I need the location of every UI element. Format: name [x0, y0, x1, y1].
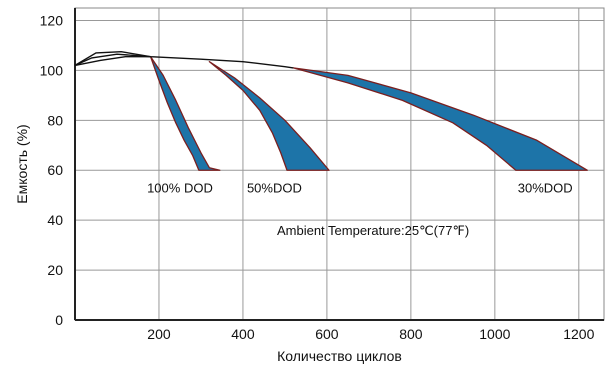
dod-band-2: [292, 67, 588, 171]
temperature-annotation: Ambient Temperature:25℃(77℉): [277, 223, 469, 238]
x-axis-title: Количество циклов: [277, 348, 402, 364]
series-label: 100% DOD: [147, 181, 213, 196]
dod-band-0: [149, 56, 221, 171]
x-tick-label: 800: [399, 326, 423, 342]
y-tick-label: 60: [47, 162, 63, 178]
dod-band-1: [208, 61, 330, 171]
x-tick-label: 600: [315, 326, 339, 342]
initial-capacity-curve: [74, 55, 151, 67]
y-tick-label: 0: [55, 312, 63, 328]
series-label: 30%DOD: [518, 181, 573, 196]
initial-capacity-curve: [74, 53, 294, 69]
y-tick-label: 20: [47, 262, 63, 278]
x-tick-label: 400: [231, 326, 255, 342]
x-tick-label: 200: [147, 326, 171, 342]
series-label: 50%DOD: [247, 181, 302, 196]
y-tick-label: 100: [40, 62, 64, 78]
y-tick-label: 80: [47, 112, 63, 128]
x-tick-label: 1000: [479, 326, 510, 342]
initial-capacity-curve: [74, 50, 151, 67]
y-tick-label: 40: [47, 212, 63, 228]
x-tick-label: 1200: [563, 326, 594, 342]
y-axis-title: Емкость (%): [14, 124, 30, 203]
y-tick-label: 120: [40, 12, 64, 28]
